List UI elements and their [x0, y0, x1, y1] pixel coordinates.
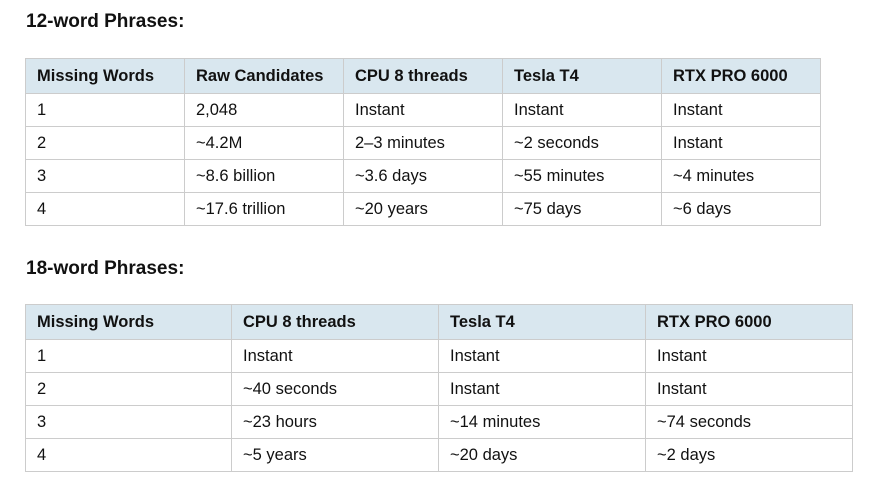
section-title-18-word: 18-word Phrases: — [26, 258, 185, 279]
table-cell: 4 — [25, 192, 185, 226]
column-header-cpu-8-threads: CPU 8 threads — [231, 304, 439, 340]
table-row: 4 ~17.6 trillion ~20 years ~75 days ~6 d… — [25, 192, 821, 226]
table-row: 3 ~23 hours ~14 minutes ~74 seconds — [25, 405, 853, 439]
table-cell: ~8.6 billion — [184, 159, 344, 193]
table-row: 1 2,048 Instant Instant Instant — [25, 93, 821, 127]
table-cell: Instant — [438, 339, 646, 373]
column-header-raw-candidates: Raw Candidates — [184, 58, 344, 94]
column-header-tesla-t4: Tesla T4 — [438, 304, 646, 340]
table-row: 1 Instant Instant Instant — [25, 339, 853, 373]
table-cell: ~23 hours — [231, 405, 439, 439]
table-cell: ~6 days — [661, 192, 821, 226]
table-header-row: Missing Words Raw Candidates CPU 8 threa… — [25, 58, 821, 94]
table-cell: 1 — [25, 93, 185, 127]
table-cell: 3 — [25, 159, 185, 193]
table-cell: ~4 minutes — [661, 159, 821, 193]
table-row: 2 ~4.2M 2–3 minutes ~2 seconds Instant — [25, 126, 821, 160]
table-cell: ~2 seconds — [502, 126, 662, 160]
table-cell: 4 — [25, 438, 232, 472]
table-row: 2 ~40 seconds Instant Instant — [25, 372, 853, 406]
table-cell: 3 — [25, 405, 232, 439]
column-header-rtx-pro-6000: RTX PRO 6000 — [645, 304, 853, 340]
table-cell: ~40 seconds — [231, 372, 439, 406]
table-cell: Instant — [231, 339, 439, 373]
table-cell: 2,048 — [184, 93, 344, 127]
column-header-tesla-t4: Tesla T4 — [502, 58, 662, 94]
table-cell: ~2 days — [645, 438, 853, 472]
table-18-word-phrases: Missing Words CPU 8 threads Tesla T4 RTX… — [25, 304, 853, 472]
table-cell: ~14 minutes — [438, 405, 646, 439]
table-cell: 2–3 minutes — [343, 126, 503, 160]
table-cell: ~3.6 days — [343, 159, 503, 193]
table-cell: Instant — [661, 126, 821, 160]
table-cell: ~4.2M — [184, 126, 344, 160]
table-row: 3 ~8.6 billion ~3.6 days ~55 minutes ~4 … — [25, 159, 821, 193]
table-cell: ~55 minutes — [502, 159, 662, 193]
table-cell: Instant — [438, 372, 646, 406]
table-cell: 2 — [25, 372, 232, 406]
table-cell: Instant — [343, 93, 503, 127]
column-header-rtx-pro-6000: RTX PRO 6000 — [661, 58, 821, 94]
column-header-missing-words: Missing Words — [25, 58, 185, 94]
table-cell: 2 — [25, 126, 185, 160]
table-header-row: Missing Words CPU 8 threads Tesla T4 RTX… — [25, 304, 853, 340]
table-cell: ~74 seconds — [645, 405, 853, 439]
table-cell: ~17.6 trillion — [184, 192, 344, 226]
table-cell: Instant — [661, 93, 821, 127]
table-row: 4 ~5 years ~20 days ~2 days — [25, 438, 853, 472]
table-cell: ~20 days — [438, 438, 646, 472]
table-cell: ~20 years — [343, 192, 503, 226]
table-cell: Instant — [645, 339, 853, 373]
column-header-missing-words: Missing Words — [25, 304, 232, 340]
table-cell: 1 — [25, 339, 232, 373]
table-cell: Instant — [502, 93, 662, 127]
column-header-cpu-8-threads: CPU 8 threads — [343, 58, 503, 94]
table-cell: ~75 days — [502, 192, 662, 226]
table-cell: Instant — [645, 372, 853, 406]
table-cell: ~5 years — [231, 438, 439, 472]
section-title-12-word: 12-word Phrases: — [26, 11, 185, 32]
table-12-word-phrases: Missing Words Raw Candidates CPU 8 threa… — [25, 58, 821, 226]
